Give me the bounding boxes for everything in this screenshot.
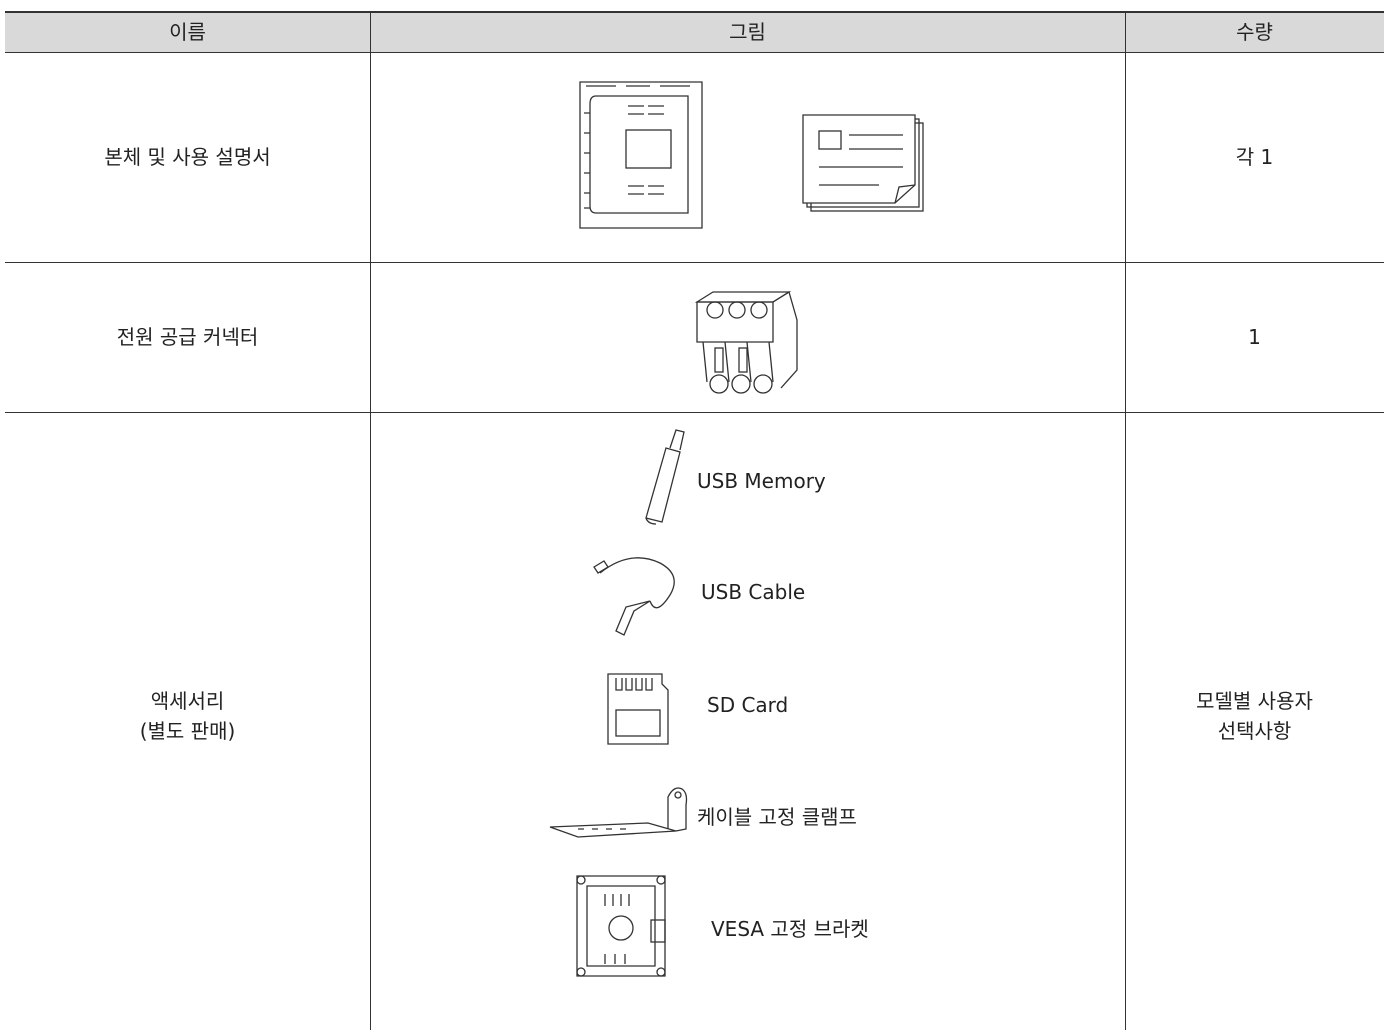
top-border — [5, 11, 1384, 13]
name-text: 본체 및 사용 설명서 — [104, 145, 271, 169]
connector-icon — [694, 290, 798, 394]
header-background — [5, 12, 1384, 52]
row-divider — [5, 412, 1384, 413]
column-divider — [1125, 12, 1126, 1030]
name-cell: 액세서리 (별도 판매) — [5, 412, 370, 1020]
quantity-text: 선택사항 — [1217, 719, 1292, 743]
vesa-bracket-icon — [576, 875, 666, 977]
row-divider — [5, 262, 1384, 263]
header-text: 그림 — [729, 20, 766, 44]
quantity-text: 각 1 — [1235, 145, 1274, 169]
accessory-label: USB Memory — [697, 469, 826, 493]
row-divider — [5, 52, 1384, 53]
name-cell: 본체 및 사용 설명서 — [5, 52, 370, 262]
header-cell: 수량 — [1125, 12, 1384, 52]
header-text: 이름 — [169, 20, 206, 44]
name-text: 액세서리 — [150, 689, 225, 713]
name-cell: 전원 공급 커넥터 — [5, 262, 370, 412]
cable-clamp-icon — [549, 787, 688, 838]
quantity-text: 모델별 사용자 — [1196, 689, 1313, 713]
usb-memory-icon — [645, 429, 685, 525]
quantity-text: 1 — [1248, 325, 1261, 349]
column-divider — [370, 12, 371, 1030]
sd-card-icon — [607, 673, 669, 745]
header-cell: 그림 — [370, 12, 1125, 52]
quantity-cell: 1 — [1125, 262, 1384, 412]
header-text: 수량 — [1236, 20, 1273, 44]
manual-icon — [802, 114, 924, 212]
quantity-cell: 모델별 사용자 선택사항 — [1125, 412, 1384, 1020]
accessory-label: SD Card — [707, 693, 789, 717]
name-text: (별도 판매) — [139, 719, 236, 743]
usb-cable-icon — [593, 557, 675, 636]
accessory-label: VESA 고정 브라켓 — [711, 917, 869, 941]
header-cell: 이름 — [5, 12, 370, 52]
name-text: 전원 공급 커넥터 — [116, 325, 259, 349]
accessory-label: 케이블 고정 클램프 — [697, 805, 857, 829]
quantity-cell: 각 1 — [1125, 52, 1384, 262]
device-icon — [579, 81, 703, 229]
accessory-label: USB Cable — [701, 580, 806, 604]
